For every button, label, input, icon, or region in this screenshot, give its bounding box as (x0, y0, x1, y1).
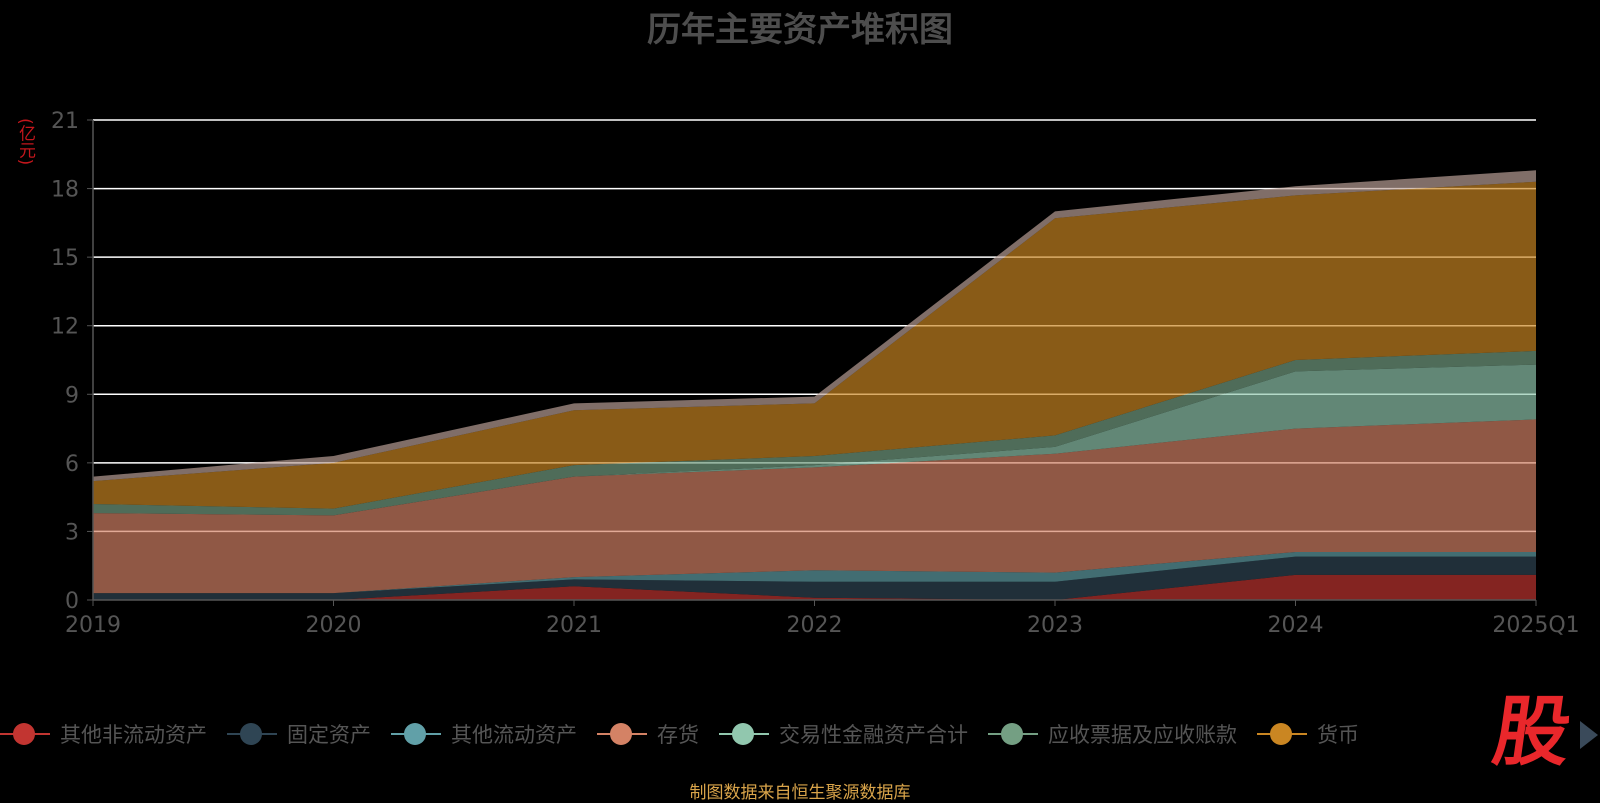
area-series-2 (93, 552, 1536, 594)
legend-marker-icon (1257, 722, 1307, 746)
legend-item[interactable]: 固定资产 (227, 719, 371, 749)
legend-item[interactable]: 交易性金融资产合计 (719, 719, 968, 749)
area-series-3 (93, 419, 1536, 594)
x-tick-label: 2019 (65, 613, 121, 638)
legend-label: 固定资产 (287, 723, 371, 747)
y-tick-label: 18 (51, 178, 79, 203)
x-tick-label: 2025Q1 (1492, 613, 1579, 638)
y-axis-unit: (亿元) (15, 118, 35, 166)
legend-marker-icon (0, 722, 50, 746)
area-series-4 (93, 364, 1536, 516)
legend-label: 存货 (657, 723, 699, 747)
axes: 0 3 6 9 12 15 18 21 2019 2020 2021 2022 2023 2024 2025… (51, 109, 1580, 638)
x-tick-label: 2024 (1268, 613, 1324, 638)
legend-label: 应收票据及应收账款 (1048, 723, 1237, 747)
data-source-note: 制图数据来自恒生聚源数据库 (689, 783, 911, 803)
legend-next-page-arrow-icon[interactable] (1580, 721, 1598, 749)
legend-label: 交易性金融资产合计 (779, 723, 968, 747)
y-tick-label: 12 (51, 315, 79, 340)
legend-marker-icon (719, 722, 769, 746)
area-series-6 (93, 181, 1536, 509)
legend-marker-icon (988, 722, 1038, 746)
y-tick-label: 9 (65, 383, 79, 408)
y-tick-label: 6 (65, 452, 79, 477)
area-series-1 (93, 556, 1536, 600)
chart-title: 历年主要资产堆积图 (647, 10, 953, 50)
legend-label: 其他非流动资产 (60, 723, 207, 747)
legend-marker-icon (597, 722, 647, 746)
watermark-logo: 股 (1487, 687, 1577, 776)
x-tick-label: 2020 (306, 613, 362, 638)
area-series-0 (93, 574, 1536, 600)
area-series-5 (93, 350, 1536, 516)
y-tick-label: 0 (65, 589, 79, 614)
y-tick-label: 3 (65, 520, 79, 545)
legend-item[interactable]: 其他流动资产 (391, 719, 577, 749)
legend: 其他非流动资产 固定资产 其他流动资产 存货 交易性金融资产合计 应收票据及应收账款 货币 (0, 718, 1379, 750)
x-tick-label: 2023 (1027, 613, 1083, 638)
y-tick-label: 21 (51, 109, 79, 134)
legend-item[interactable]: 货币 (1257, 719, 1359, 749)
x-tick-label: 2021 (546, 613, 602, 638)
legend-marker-icon (391, 722, 441, 746)
area-series (93, 170, 1536, 600)
legend-label: 货币 (1317, 723, 1359, 747)
legend-label: 其他流动资产 (451, 723, 577, 747)
legend-item[interactable]: 应收票据及应收账款 (988, 719, 1237, 749)
y-tick-label: 15 (51, 246, 79, 271)
legend-item[interactable]: 存货 (597, 719, 699, 749)
legend-item[interactable]: 其他非流动资产 (0, 719, 207, 749)
x-tick-label: 2022 (787, 613, 843, 638)
legend-marker-icon (227, 722, 277, 746)
